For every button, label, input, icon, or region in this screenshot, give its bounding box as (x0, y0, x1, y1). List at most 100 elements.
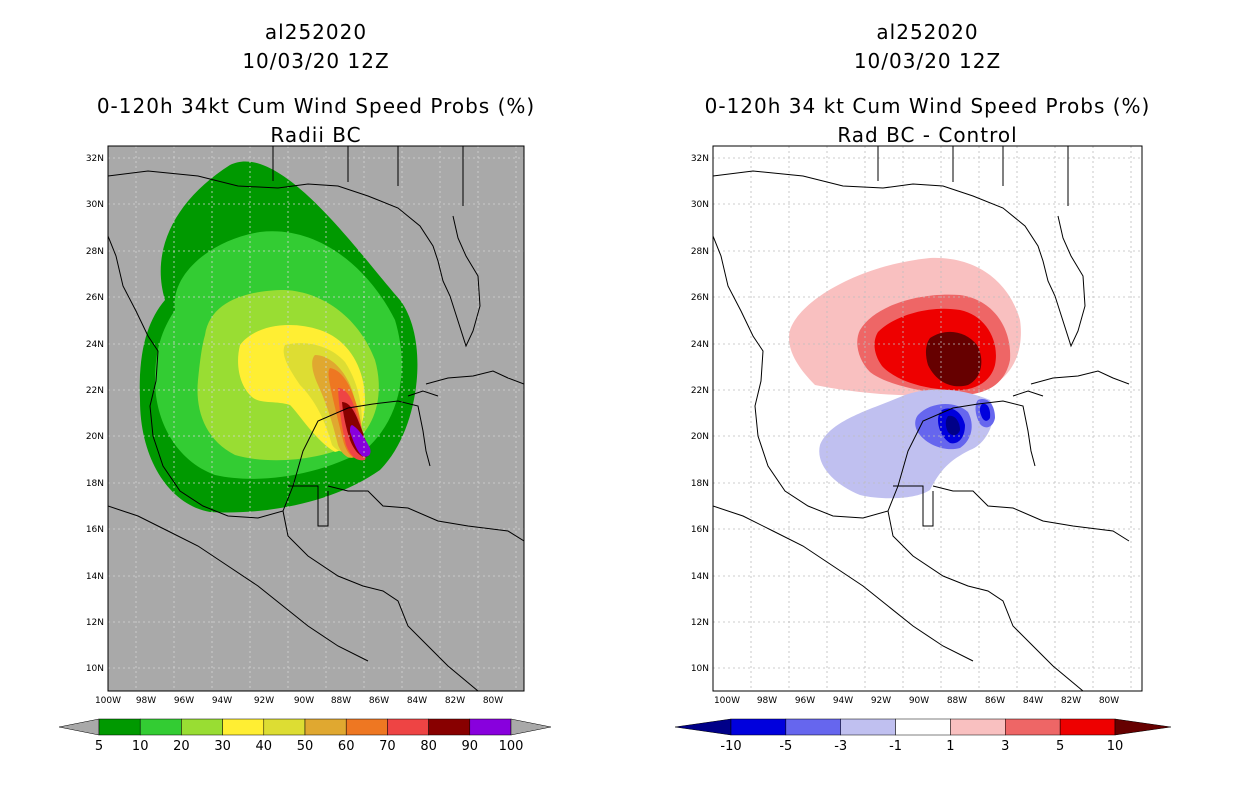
lon-tick: 88W (947, 696, 967, 706)
lat-tick: 20N (691, 432, 709, 442)
right-colorbar-swatch (730, 718, 787, 736)
lon-tick: 80W (483, 696, 503, 706)
lon-tick: 100W (95, 696, 121, 706)
left-storm-id: al252020 (264, 20, 368, 44)
lat-tick: 18N (86, 479, 104, 489)
left-colorbar-swatch (469, 718, 512, 736)
lat-tick: 14N (691, 572, 709, 582)
right-colorbar-over-triangle (1114, 718, 1172, 736)
right-datetime: 10/03/20 12Z (853, 49, 1002, 73)
left-colorbar-over-triangle (510, 718, 552, 736)
right-lon-ticks: 100W 98W 96W 94W 92W 90W 88W 86W 84W 82W… (714, 696, 1119, 706)
left-colorbar-swatch (181, 718, 223, 736)
lat-tick: 20N (86, 432, 104, 442)
left-colorbar-label: 10 (132, 739, 149, 754)
right-lat-ticks: 32N 30N 28N 26N 24N 22N 20N 18N 16N 14N … (691, 154, 709, 674)
lon-tick: 86W (369, 696, 389, 706)
right-colorbar-label: -5 (779, 739, 792, 754)
right-colorbar-label: 1 (946, 739, 954, 754)
right-difference-field (713, 146, 1142, 691)
diff-contour-under-minus10 (945, 415, 960, 436)
lon-tick: 90W (909, 696, 929, 706)
right-colorbar-label: 5 (1056, 739, 1064, 754)
lat-tick: 32N (86, 154, 104, 164)
left-colorbar-swatch (387, 718, 429, 736)
lon-tick: 96W (174, 696, 194, 706)
lon-tick: 94W (833, 696, 853, 706)
left-colorbar-under-triangle (58, 718, 100, 736)
lat-tick: 24N (691, 340, 709, 350)
lat-tick: 16N (86, 525, 104, 535)
right-chart-title: 0-120h 34 kt Cum Wind Speed Probs (%) (704, 94, 1151, 118)
right-colorbar: -10 -5 -3 -1 1 3 5 10 (674, 718, 1172, 754)
lat-tick: 22N (86, 386, 104, 396)
diff-contour-over-10 (925, 331, 982, 387)
lat-tick: 22N (691, 386, 709, 396)
right-chart-subtitle: Rad BC - Control (837, 123, 1018, 147)
left-colorbar-swatch (428, 718, 471, 736)
left-colorbar: 5 10 20 30 40 50 60 70 80 90 100 (58, 718, 552, 754)
left-chart-title: 0-120h 34kt Cum Wind Speed Probs (%) (96, 94, 536, 118)
left-colorbar-label: 5 (95, 739, 103, 754)
left-colorbar-label: 60 (338, 739, 355, 754)
left-colorbar-label: 70 (379, 739, 396, 754)
lon-tick: 92W (871, 696, 891, 706)
left-colorbar-swatch (222, 718, 265, 736)
lat-tick: 10N (691, 664, 709, 674)
lon-tick: 98W (136, 696, 156, 706)
left-gridlines (108, 146, 524, 691)
lon-tick: 84W (407, 696, 427, 706)
lat-tick: 28N (691, 247, 709, 257)
right-storm-id: al252020 (876, 20, 979, 44)
lon-tick: 92W (254, 696, 274, 706)
lat-tick: 26N (691, 293, 709, 303)
left-colorbar-swatch (139, 718, 182, 736)
left-colorbar-label: 30 (214, 739, 231, 754)
lon-tick: 86W (985, 696, 1005, 706)
lat-tick: 16N (691, 525, 709, 535)
right-colorbar-swatch (950, 718, 1006, 736)
lat-tick: 12N (691, 618, 709, 628)
left-colorbar-swatch (304, 718, 347, 736)
right-map-frame (712, 145, 1143, 692)
lon-tick: 82W (1061, 696, 1081, 706)
left-colorbar-label: 90 (462, 739, 479, 754)
lat-tick: 26N (86, 293, 104, 303)
right-colorbar-label: -10 (720, 739, 741, 754)
lon-tick: 82W (445, 696, 465, 706)
lat-tick: 18N (691, 479, 709, 489)
left-title-block: al252020 10/03/20 12Z 0-120h 34kt Cum Wi… (97, 18, 534, 150)
lat-tick: 10N (86, 664, 104, 674)
lat-tick: 32N (691, 154, 709, 164)
lat-tick: 28N (86, 247, 104, 257)
left-colorbar-swatch (98, 718, 141, 736)
lon-tick: 80W (1099, 696, 1119, 706)
prob-contour-90 (350, 425, 371, 457)
left-map-frame (107, 145, 525, 692)
lon-tick: 90W (294, 696, 314, 706)
diff-contour-minus5-to-minus10-east (979, 403, 991, 421)
right-colorbar-swatch (1059, 718, 1116, 736)
left-probability-field (108, 146, 524, 691)
left-map-panel: 32N 30N 28N 26N 24N 22N 20N 18N 16N 14N … (86, 145, 525, 706)
left-colorbar-swatch (345, 718, 388, 736)
right-colorbar-swatch (895, 718, 951, 736)
right-colorbar-label: 10 (1107, 739, 1124, 754)
lon-tick: 94W (212, 696, 232, 706)
right-colorbar-swatch (840, 718, 896, 736)
lon-tick: 84W (1023, 696, 1043, 706)
right-title-block: al252020 10/03/20 12Z 0-120h 34 kt Cum W… (705, 18, 1150, 150)
lat-tick: 14N (86, 572, 104, 582)
left-colorbar-label: 50 (297, 739, 314, 754)
right-colorbar-label: -3 (834, 739, 847, 754)
left-lon-ticks: 100W 98W 96W 94W 92W 90W 88W 86W 84W 82W… (95, 696, 503, 706)
lat-tick: 30N (86, 200, 104, 210)
left-chart-subtitle: Radii BC (270, 123, 362, 147)
lat-tick: 12N (86, 618, 104, 628)
left-colorbar-label: 40 (256, 739, 273, 754)
lat-tick: 24N (86, 340, 104, 350)
lon-tick: 96W (795, 696, 815, 706)
left-lat-ticks: 32N 30N 28N 26N 24N 22N 20N 18N 16N 14N … (86, 154, 104, 674)
right-colorbar-label: 3 (1001, 739, 1009, 754)
